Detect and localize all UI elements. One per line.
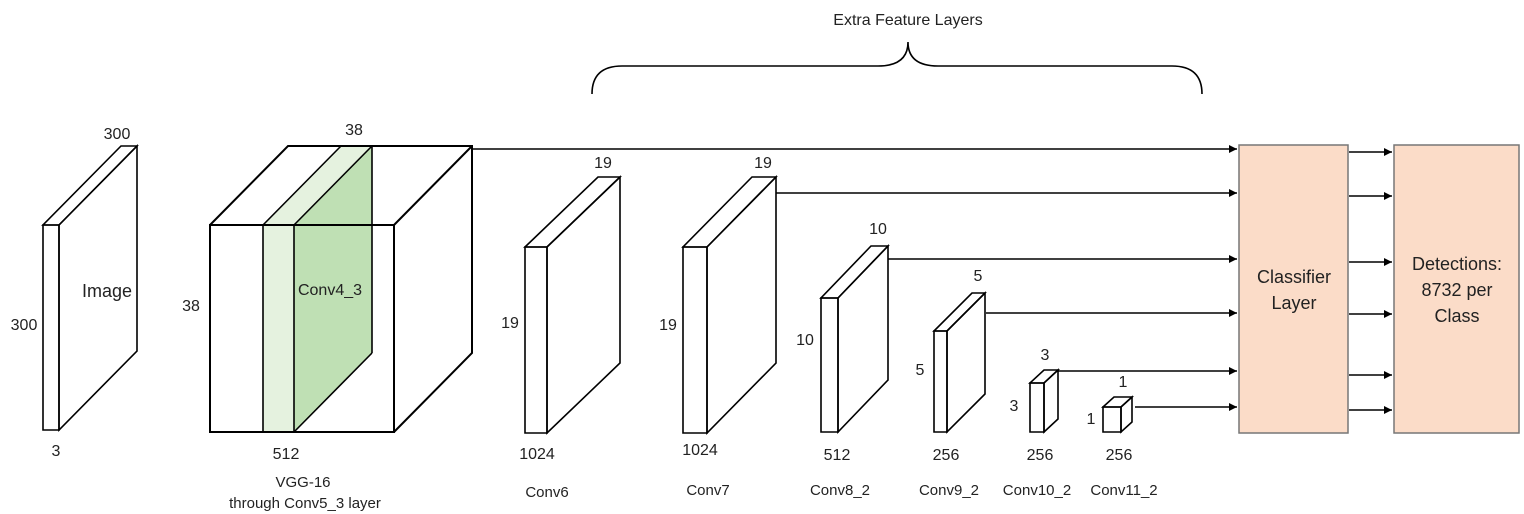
layer-conv6-face [546,175,621,435]
feature-layers: 19 19 1024 Conv6 19 19 1024 Conv7 10 10 512 Conv8_2… [501,155,1158,501]
classifier-label-line2: Layer [1271,293,1316,313]
detections-rect [1393,144,1520,434]
layer-conv9-2-name: Conv9_2 [919,482,979,499]
layer-conv8-2-size-left: 10 [796,332,814,349]
layer-conv7-top [681,176,778,248]
layer-conv10-2-face [1043,368,1059,434]
layer-conv7-name: Conv7 [686,482,729,499]
layer-conv6-size-top: 19 [594,155,612,172]
vgg-name-line2: through Conv5_3 layer [229,495,381,512]
layer-conv10-2-size-top: 3 [1041,347,1050,364]
extra-layers-brace [591,41,1203,95]
layer-conv9-2-size-left: 5 [916,362,925,379]
layer-conv11-2: 1 1 256 Conv11_2 [1087,374,1158,499]
layer-conv10-2-top [1027,369,1061,384]
layer-conv7-side [682,246,708,434]
extra-layers-title: Extra Feature Layers [833,12,982,29]
image-width-label: 300 [104,126,131,143]
vgg-conv4-3-face [294,146,372,432]
layer-conv10-2-name: Conv10_2 [1003,482,1071,499]
image-top-face [41,145,139,226]
vgg-slice-line-4 [293,145,373,226]
layer-conv6-size-left: 19 [501,315,519,332]
image-channels-label: 3 [52,443,61,460]
vgg-slice-line-3 [262,145,342,226]
image-label: Image [82,281,132,301]
connection-arrows [472,145,1392,414]
vgg16-block: Conv4_3 38 38 512 VGG-16 through Conv5_3… [182,122,473,512]
image-side-face [42,224,60,431]
detections-label-line1: Detections: [1412,254,1502,274]
image-front-face [58,144,138,432]
layer-conv7-channels: 1024 [682,442,718,459]
layer-conv9-2-size-top: 5 [974,268,983,285]
layer-conv6-top [523,176,622,248]
vgg-conv4-3-side [263,225,294,432]
detections-box: Detections: 8732 per Class [1393,144,1520,434]
vgg-name-line1: VGG-16 [275,474,330,491]
layer-conv10-2-size-left: 3 [1010,398,1019,415]
image-input-block: Image 300 300 3 [11,126,139,460]
layer-conv11-2-channels: 256 [1106,447,1133,464]
vgg-slice-line-6 [293,352,373,433]
layer-conv9-2-top [932,292,987,332]
vgg-size-top-label: 38 [345,122,363,139]
vgg-cube-edge-tr [393,145,473,226]
layer-conv10-2-side [1029,382,1045,433]
classifier-layer-box: Classifier Layer [1238,144,1349,434]
layer-conv9-2: 5 5 256 Conv9_2 [916,268,987,499]
vgg-size-left-label: 38 [182,298,200,315]
layer-conv11-2-size-top: 1 [1119,374,1128,391]
layer-conv7: 19 19 1024 Conv7 [659,155,778,499]
classifier-rect [1238,144,1349,434]
layer-conv7-face [706,175,777,435]
layer-conv9-2-face [946,291,986,434]
vgg-conv4-3-label: Conv4_3 [298,282,362,299]
layer-conv6-channels: 1024 [519,446,555,463]
layer-conv11-2-size-left: 1 [1087,411,1096,428]
layer-conv10-2-channels: 256 [1027,447,1054,464]
layer-conv8-2-face [837,244,889,434]
layer-conv8-2-name: Conv8_2 [810,482,870,499]
layer-conv7-size-top: 19 [754,155,772,172]
layer-conv6-side [524,246,548,434]
layer-conv8-2-size-top: 10 [869,221,887,238]
layer-conv6-name: Conv6 [525,484,568,501]
layer-conv7-size-left: 19 [659,317,677,334]
image-height-label: 300 [11,317,38,334]
layer-conv11-2-side [1102,406,1122,433]
layer-conv8-2: 10 10 512 Conv8_2 [796,221,890,499]
layer-conv6: 19 19 1024 Conv6 [501,155,622,501]
detections-label-line3: Class [1434,306,1479,326]
layer-conv11-2-name: Conv11_2 [1090,482,1157,499]
vgg-conv4-3-top [263,146,372,225]
vgg-channels-label: 512 [273,446,300,463]
layer-conv11-2-face [1120,395,1133,434]
layer-conv8-2-channels: 512 [824,447,851,464]
classifier-label-line1: Classifier [1257,267,1331,287]
layer-conv8-2-side [820,297,839,433]
layer-conv8-2-top [819,245,890,299]
detections-label-line2: 8732 per [1421,280,1492,300]
layer-conv9-2-channels: 256 [933,447,960,464]
layer-conv10-2: 3 3 256 Conv10_2 [1003,347,1071,499]
layer-conv9-2-side [933,330,948,433]
